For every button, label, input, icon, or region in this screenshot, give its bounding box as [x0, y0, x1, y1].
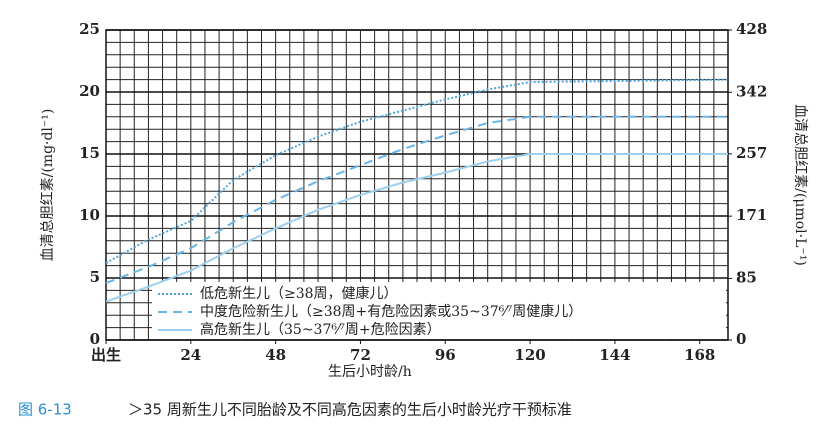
y2-axis-label: 血清总胆红素/(μmol·L⁻¹): [792, 104, 808, 266]
y2-tick-label: 428: [736, 20, 767, 38]
series-line: [105, 78, 729, 264]
series-line: [105, 153, 728, 303]
plot-frame: [105, 29, 729, 341]
y-tick-label: 25: [79, 20, 100, 38]
x-tick-label: 168: [684, 346, 715, 364]
y2-tick-label: 85: [736, 268, 757, 286]
y2-tick-label: 257: [736, 144, 767, 162]
figure-label: 图 6-13: [18, 401, 72, 419]
y2-tick-label: 0: [736, 330, 746, 348]
y-axis-label: 血清总胆红素/(mg·dl⁻¹): [40, 109, 56, 262]
x-tick-label: 96: [435, 346, 456, 364]
y-tick-label: 15: [79, 144, 100, 162]
x-tick-label: 48: [265, 346, 286, 364]
y-tick-label: 5: [90, 268, 100, 286]
x-tick-label: 120: [514, 346, 545, 364]
y2-tick-label: 342: [736, 82, 767, 100]
x-axis-label: 生后小时龄/h: [328, 364, 412, 380]
y-tick-label: 0: [90, 330, 100, 348]
series-line: [105, 115, 728, 284]
x-tick-label: 出生: [91, 346, 121, 364]
caption: ＞35 周新生儿不同胎龄及不同高危因素的生后小时龄光疗干预标准: [128, 401, 572, 419]
x-tick-label: 144: [599, 346, 630, 364]
legend-label: 高危新生儿（35~37⁶⁄⁷周+危险因素）: [200, 321, 441, 338]
legend-box: [152, 282, 726, 339]
legend-label: 中度危险新生儿（≥38周+有危险因素或35~37⁶⁄⁷周健康儿）: [200, 303, 582, 320]
y-tick-label: 20: [79, 82, 100, 100]
y2-tick-label: 171: [736, 206, 767, 224]
y-tick-label: 10: [79, 206, 100, 224]
legend-label: 低危新生儿（≥38周，健康儿）: [200, 285, 398, 302]
x-tick-label: 24: [180, 346, 201, 364]
x-tick-label: 72: [350, 346, 371, 364]
